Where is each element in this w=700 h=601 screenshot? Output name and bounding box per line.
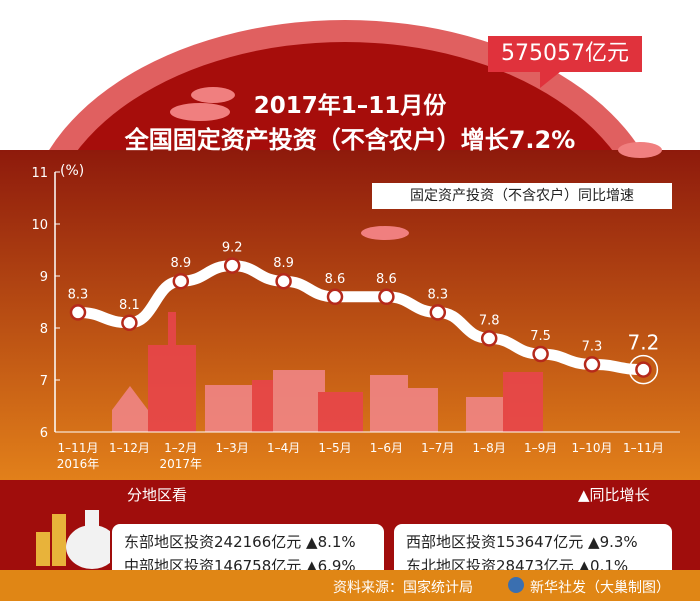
footer: 资料来源：国家统计局 新华社发（大巢制图）	[0, 570, 700, 601]
data-label: 8.6	[325, 272, 346, 287]
data-label: 8.6	[376, 272, 397, 287]
credit: 新华社发（大巢制图）	[530, 580, 670, 596]
data-label: 7.2	[627, 331, 659, 355]
data-point	[275, 272, 292, 290]
x-tick-label: 1–11月	[623, 441, 664, 455]
data-point	[583, 356, 601, 373]
cloud-icon	[170, 87, 662, 240]
data-point	[635, 361, 652, 378]
y-tick-label: 9	[40, 270, 48, 285]
data-point	[326, 288, 344, 306]
x-tick-label: 1–11月	[58, 441, 99, 455]
title-line2: 全国固定资产投资（不含农户）增长7.2%	[124, 126, 576, 154]
x-tick-label: 1–4月	[267, 441, 300, 455]
x-tick-label: 1–5月	[318, 441, 351, 455]
growth-label: ▲同比增长	[578, 486, 650, 504]
region-east: 东部地区投资242166亿元 ▲8.1%	[124, 533, 356, 551]
xinhua-logo-icon	[508, 577, 524, 593]
x-tick-label: 1–2月	[164, 441, 197, 455]
data-point	[69, 304, 87, 321]
y-tick-label: 10	[31, 218, 48, 233]
x-tick-label: 1–8月	[473, 441, 506, 455]
total-investment-badge: 575057亿元	[488, 36, 642, 72]
data-label: 9.2	[222, 241, 243, 256]
data-label: 8.1	[119, 298, 140, 313]
money-bag-icon	[36, 510, 110, 569]
x-tick-label: 1–3月	[216, 441, 249, 455]
x-tick-label: 1–12月	[109, 441, 150, 455]
x-tick-label: 1–6月	[370, 441, 403, 455]
region-west: 西部地区投资153647亿元 ▲9.3%	[406, 533, 638, 551]
data-label: 7.5	[530, 329, 551, 344]
x-tick-sublabel: 2017年	[160, 457, 203, 471]
y-tick-label: 7	[40, 374, 48, 389]
x-tick-sublabel: 2016年	[57, 457, 100, 471]
x-tick-label: 1–10月	[572, 441, 613, 455]
data-label: 8.3	[427, 287, 448, 302]
highlight-ring	[628, 354, 659, 385]
source: 资料来源：国家统计局	[333, 580, 473, 596]
x-tick-label: 1–7月	[421, 441, 454, 455]
data-point	[378, 288, 395, 306]
y-tick-label: 11	[31, 166, 48, 181]
x-tick-label: 1–9月	[524, 441, 557, 455]
legend: 固定资产投资（不含农户）同比增速	[372, 183, 672, 209]
data-point	[121, 314, 138, 332]
data-point	[429, 304, 447, 321]
regions-title: 分地区看	[127, 486, 188, 504]
data-label: 8.9	[170, 256, 191, 271]
data-point	[223, 257, 241, 274]
y-tick-label: 6	[40, 426, 48, 441]
callout-tail	[540, 72, 560, 88]
data-point	[480, 330, 498, 347]
data-label: 8.3	[68, 287, 89, 302]
city-buildings	[112, 312, 543, 432]
data-label: 7.8	[479, 313, 500, 328]
data-label: 7.3	[582, 339, 603, 354]
y-axis-unit: (%)	[60, 163, 85, 179]
y-tick-label: 8	[40, 322, 48, 337]
data-point	[172, 272, 190, 290]
data-label: 8.9	[273, 256, 294, 271]
regions-panel: 分地区看 ▲同比增长 东部地区投资242166亿元 ▲8.1% 中部地区投资14…	[0, 480, 700, 600]
title-line1: 2017年1–11月份	[253, 93, 447, 119]
data-point	[532, 345, 549, 363]
